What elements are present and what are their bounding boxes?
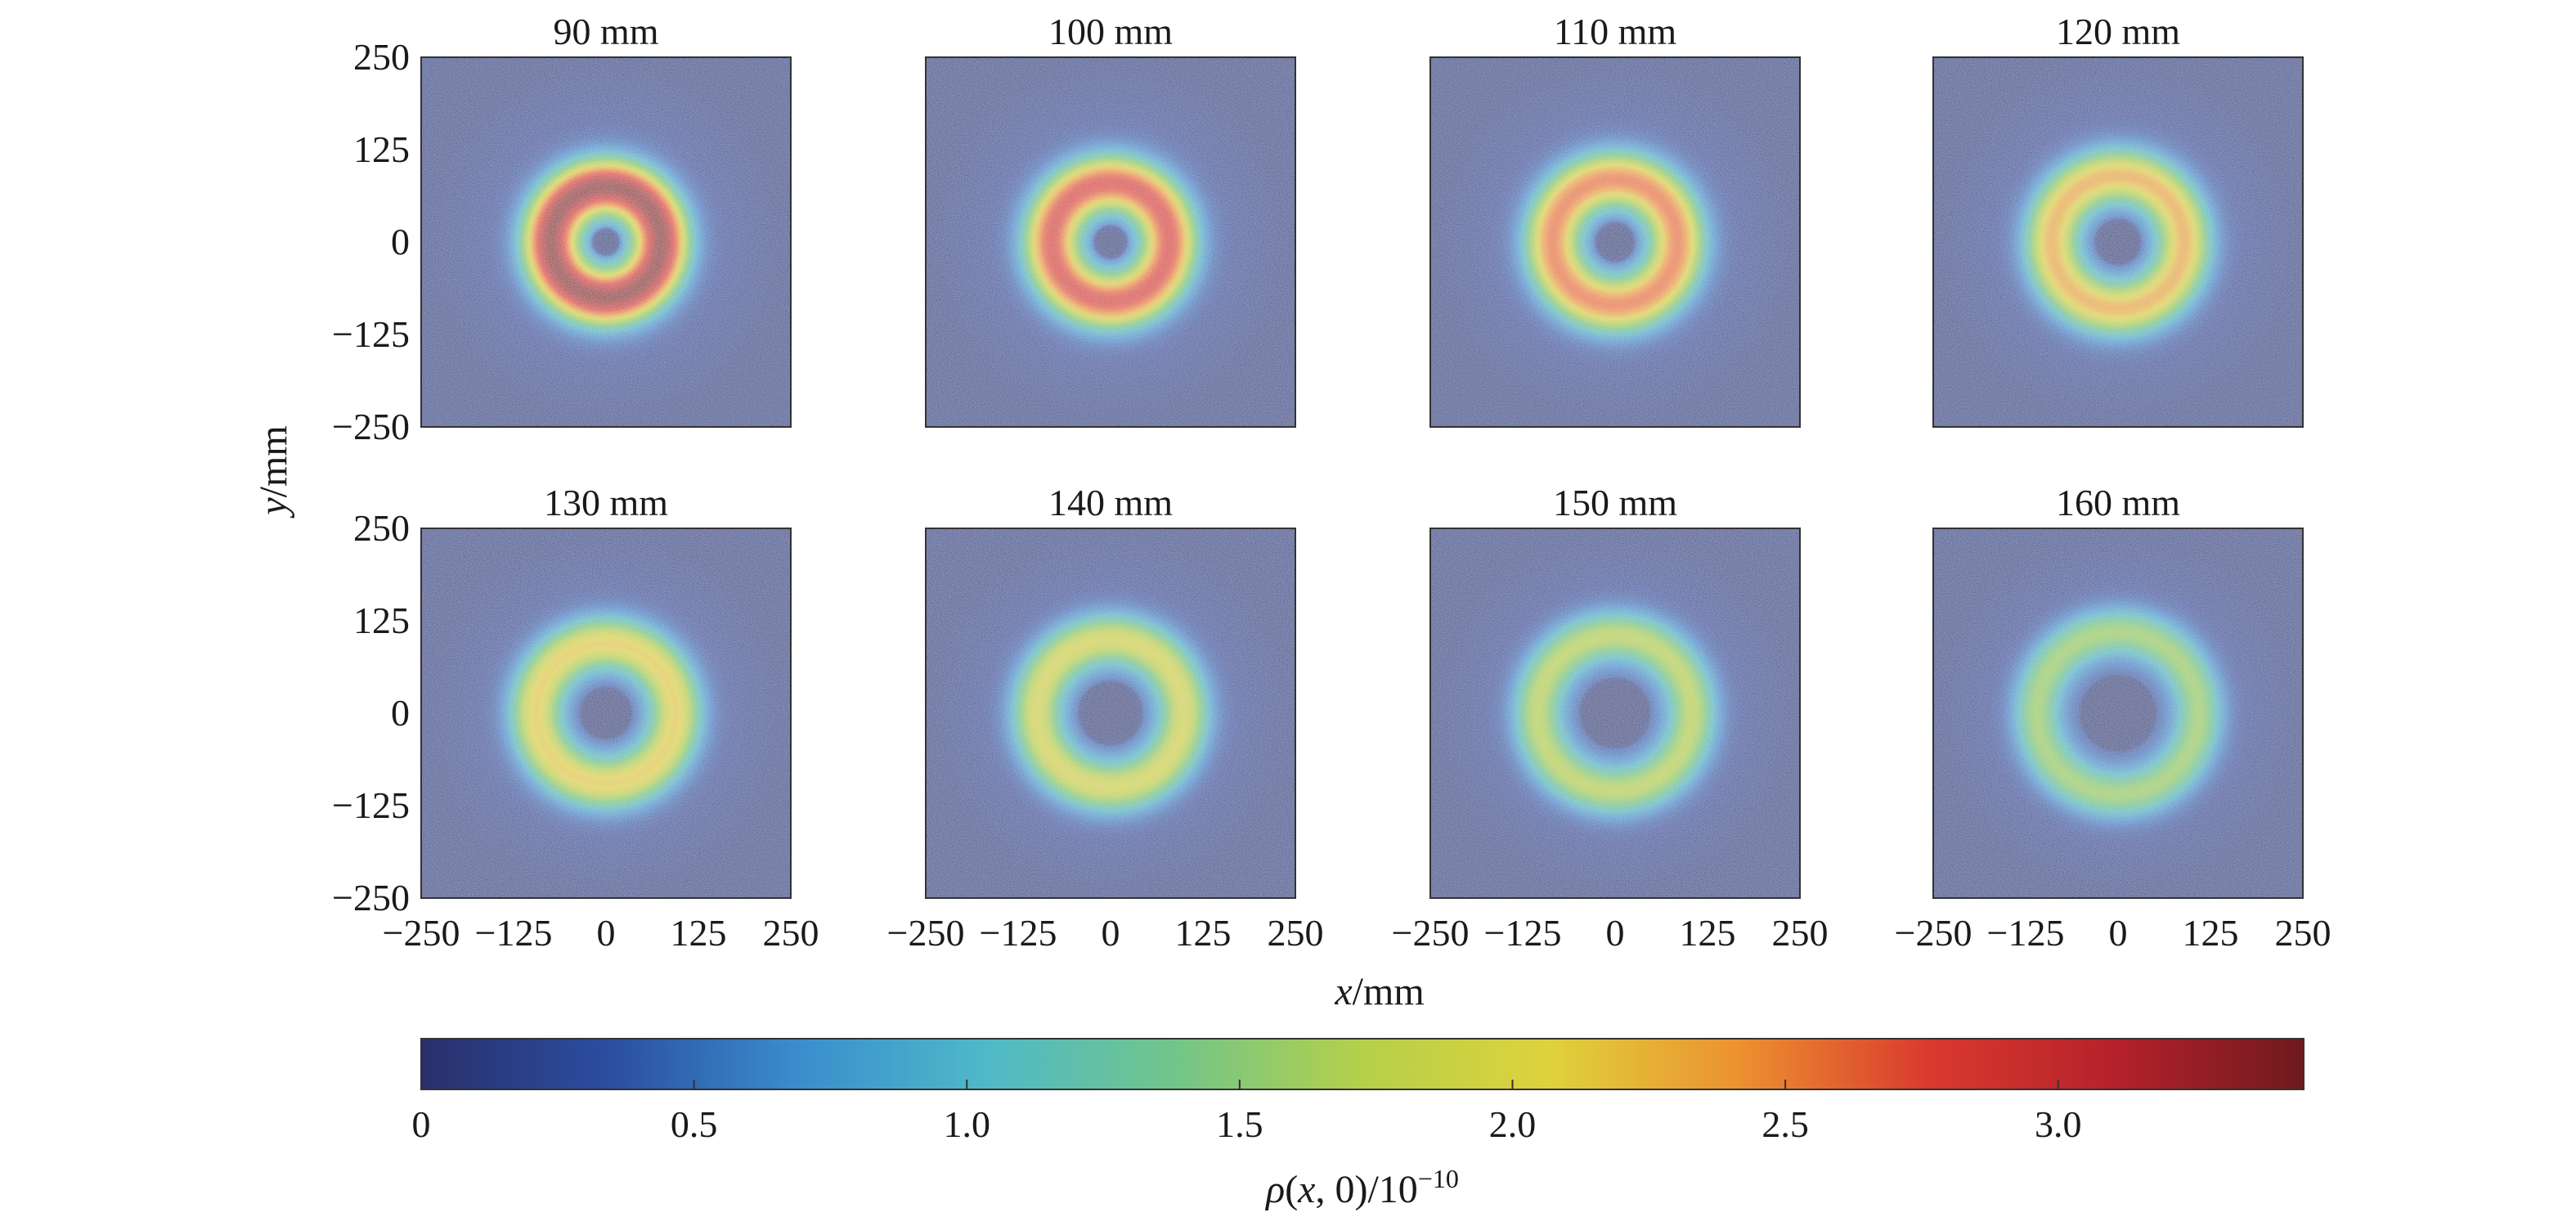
heatmap-panel: 140 mm −250 −125 0 125 250 bbox=[887, 482, 1324, 954]
y-axis-label: y/mm bbox=[252, 425, 295, 519]
panel-title: 90 mm bbox=[553, 11, 658, 52]
x-tick-label: 125 bbox=[1680, 912, 1736, 954]
colorbar-tick-label: 2.5 bbox=[1761, 1103, 1809, 1145]
y-tick-label: −250 bbox=[332, 877, 410, 918]
y-tick-label: 250 bbox=[353, 507, 410, 549]
colorbar-tick-label: 2.0 bbox=[1489, 1103, 1537, 1145]
y-tick-label: 250 bbox=[353, 36, 410, 78]
colorbar-tick-label: 0 bbox=[412, 1103, 431, 1145]
y-tick-label: 0 bbox=[391, 692, 410, 734]
panel-title: 100 mm bbox=[1048, 11, 1173, 52]
density-ring bbox=[1933, 57, 2303, 427]
x-tick-label: 0 bbox=[597, 912, 616, 954]
heatmap-panel: 120 mm bbox=[1932, 11, 2304, 428]
panel-frame bbox=[925, 56, 1296, 428]
colorbar: 0 0.5 1.0 1.5 2.0 2.5 3.0 ρ(x, 0)/10−10 bbox=[412, 1038, 2304, 1211]
density-ring bbox=[1430, 57, 1800, 427]
x-tick-label: −125 bbox=[475, 912, 553, 954]
x-tick-label: −125 bbox=[1484, 912, 1562, 954]
density-ring bbox=[926, 57, 1295, 427]
x-tick-label: −250 bbox=[1895, 912, 1972, 954]
x-axis-label: x/mm bbox=[1334, 970, 1424, 1013]
y-tick-label: −125 bbox=[332, 313, 410, 355]
heatmap-panel: 130 mm 250 125 0 −125 −250−250 −125 0 125 250 bbox=[332, 482, 819, 954]
panel-frame bbox=[1429, 528, 1801, 899]
heatmap-panel: 110 mm bbox=[1429, 11, 1801, 428]
density-ring bbox=[421, 528, 791, 898]
x-tick-label: −250 bbox=[383, 912, 460, 954]
colorbar-tick-label: 0.5 bbox=[671, 1103, 718, 1145]
colorbar-gradient bbox=[421, 1039, 2304, 1089]
density-ring bbox=[1430, 528, 1800, 898]
heatmap-panel: 90 mm 250 125 0 −125 −250 bbox=[332, 11, 792, 447]
panel-title: 130 mm bbox=[544, 482, 668, 523]
heatmap-panel: 160 mm −250 −125 0 125 250 bbox=[1895, 482, 2331, 954]
y-tick-label: 125 bbox=[353, 600, 410, 641]
x-tick-label: 250 bbox=[1268, 912, 1324, 954]
density-ring bbox=[421, 57, 791, 427]
y-tick-label: −125 bbox=[332, 784, 410, 826]
colorbar-label: ρ(x, 0)/10−10 bbox=[1264, 1164, 1459, 1211]
x-tick-label: 125 bbox=[671, 912, 727, 954]
panel-frame bbox=[1932, 528, 2304, 899]
panel-title: 140 mm bbox=[1048, 482, 1173, 523]
panel-frame bbox=[1429, 56, 1801, 428]
panel-frame bbox=[420, 56, 792, 428]
panel-title: 120 mm bbox=[2056, 11, 2180, 52]
density-ring bbox=[1933, 528, 2303, 898]
heatmap-panel: 150 mm −250 −125 0 125 250 bbox=[1392, 482, 1829, 954]
x-tick-label: 250 bbox=[2275, 912, 2331, 954]
y-tick-label: 0 bbox=[391, 221, 410, 263]
heatmap-panel: 100 mm bbox=[925, 11, 1296, 428]
x-tick-label: −250 bbox=[1392, 912, 1470, 954]
x-tick-label: −250 bbox=[887, 912, 965, 954]
colorbar-tick-label: 3.0 bbox=[2035, 1103, 2082, 1145]
colorbar-frame bbox=[420, 1038, 2304, 1090]
colorbar-tick-label: 1.5 bbox=[1216, 1103, 1263, 1145]
x-tick-label: 125 bbox=[1175, 912, 1232, 954]
x-tick-label: 0 bbox=[2109, 912, 2128, 954]
panel-frame bbox=[420, 528, 792, 899]
panel-frame bbox=[1932, 56, 2304, 428]
x-tick-label: −125 bbox=[980, 912, 1057, 954]
density-ring bbox=[926, 528, 1295, 898]
y-tick-label: −250 bbox=[332, 406, 410, 447]
heatmap-panels: 90 mm 250 125 0 −125 −250 100 mm 110 mm 120 mm 13… bbox=[332, 11, 2331, 954]
x-tick-label: 125 bbox=[2183, 912, 2239, 954]
y-tick-label: 125 bbox=[353, 128, 410, 170]
x-tick-label: 250 bbox=[763, 912, 819, 954]
panel-frame bbox=[925, 528, 1296, 899]
x-tick-label: 0 bbox=[1606, 912, 1625, 954]
x-tick-label: 0 bbox=[1102, 912, 1120, 954]
colorbar-tick-label: 1.0 bbox=[943, 1103, 990, 1145]
x-tick-label: 250 bbox=[1772, 912, 1829, 954]
panel-title: 150 mm bbox=[1553, 482, 1677, 523]
x-tick-label: −125 bbox=[1987, 912, 2065, 954]
panel-title: 160 mm bbox=[2056, 482, 2180, 523]
panel-title: 110 mm bbox=[1554, 11, 1677, 52]
